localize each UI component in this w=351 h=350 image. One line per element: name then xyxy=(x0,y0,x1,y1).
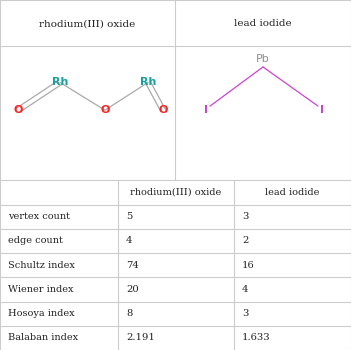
Text: Wiener index: Wiener index xyxy=(8,285,73,294)
Text: 5: 5 xyxy=(126,212,132,221)
Text: Balaban index: Balaban index xyxy=(8,333,78,342)
Text: edge count: edge count xyxy=(8,236,63,245)
Text: 1.633: 1.633 xyxy=(242,333,271,342)
Text: Schultz index: Schultz index xyxy=(8,261,75,270)
Text: Pb: Pb xyxy=(256,54,270,64)
Text: 2.191: 2.191 xyxy=(126,333,155,342)
Text: Rh: Rh xyxy=(52,77,68,88)
Text: O: O xyxy=(100,105,110,115)
Text: 3: 3 xyxy=(242,212,249,221)
Text: 4: 4 xyxy=(242,285,249,294)
Text: 8: 8 xyxy=(126,309,132,318)
Text: 16: 16 xyxy=(242,261,255,270)
Text: 3: 3 xyxy=(242,309,249,318)
Text: O: O xyxy=(13,105,23,115)
Text: I: I xyxy=(204,105,208,115)
Text: O: O xyxy=(158,105,168,115)
Text: Rh: Rh xyxy=(140,77,156,88)
Text: I: I xyxy=(320,105,324,115)
Text: lead iodide: lead iodide xyxy=(265,188,320,197)
Text: vertex count: vertex count xyxy=(8,212,70,221)
Text: 74: 74 xyxy=(126,261,139,270)
Text: rhodium(III) oxide: rhodium(III) oxide xyxy=(130,188,221,197)
Text: Hosoya index: Hosoya index xyxy=(8,309,75,318)
Text: 4: 4 xyxy=(126,236,132,245)
Text: 2: 2 xyxy=(242,236,249,245)
Text: 20: 20 xyxy=(126,285,139,294)
Text: lead iodide: lead iodide xyxy=(234,19,292,28)
Text: rhodium(III) oxide: rhodium(III) oxide xyxy=(39,19,135,28)
